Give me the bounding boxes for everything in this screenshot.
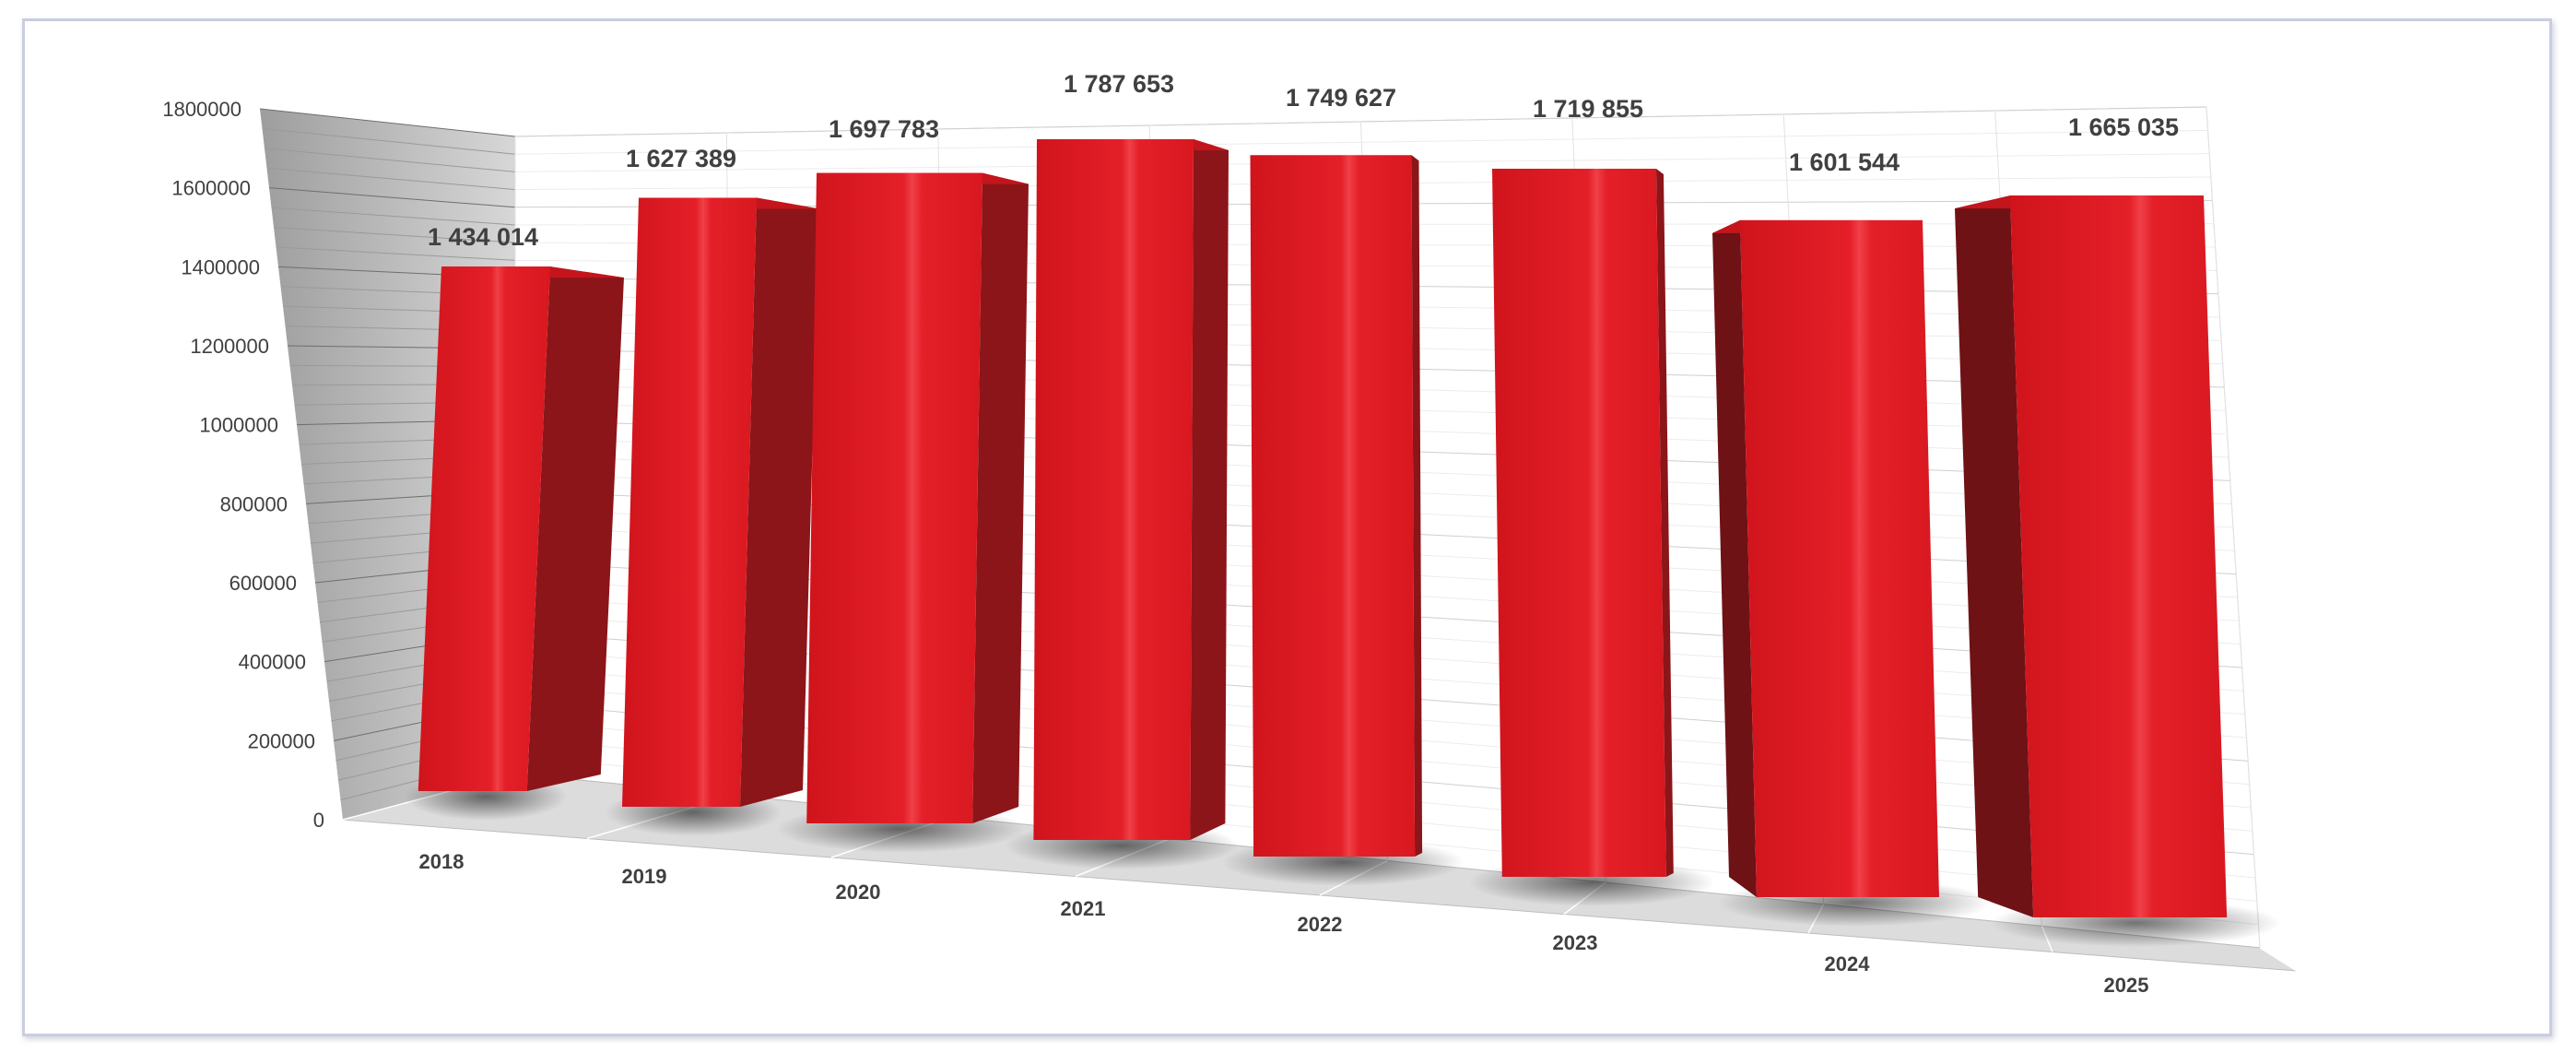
x-tick-label: 2020: [836, 881, 881, 904]
x-tick-label: 2021: [1061, 897, 1106, 920]
bar-2019: [605, 197, 819, 836]
y-tick-label: 1200000: [190, 335, 269, 358]
x-tick-label: 2018: [419, 850, 465, 873]
bar-front: [1492, 168, 1666, 878]
bar-side: [972, 172, 1029, 824]
bar-front: [418, 266, 550, 791]
y-tick-label: 1600000: [171, 177, 251, 200]
x-tick-label: 2019: [622, 865, 667, 888]
wall-gridline: [259, 108, 516, 137]
x-tick-label: 2022: [1298, 913, 1343, 936]
data-label: 1 697 783: [829, 115, 939, 143]
bar-side: [740, 197, 819, 808]
bar-front: [622, 197, 757, 808]
data-label: 1 787 653: [1064, 70, 1174, 98]
data-label: 1 601 544: [1789, 148, 1900, 176]
data-label: 1 719 855: [1533, 95, 1643, 123]
bar-side: [1656, 168, 1674, 878]
y-tick-label: 1000000: [199, 414, 278, 437]
wall-gridline: [276, 246, 516, 261]
bar-side: [1712, 219, 1757, 897]
bar-2024: [1712, 219, 1992, 927]
bar-2018: [404, 266, 624, 821]
data-label: 1 665 035: [2068, 113, 2179, 141]
bar-2025: [1955, 195, 2281, 947]
y-tick-label: 600000: [229, 572, 297, 595]
bar-front: [1250, 155, 1416, 857]
y-tick-label: 1400000: [181, 255, 260, 278]
y-tick-label: 400000: [239, 651, 306, 674]
y-axis-ticks: 0 200000 400000 600000 800000 1000000 1200000 1…: [162, 98, 324, 832]
data-labels: 1 434 014 1 627 389 1 697 783 1 787 653 1 74…: [428, 70, 2179, 251]
wall-gridline: [268, 187, 516, 208]
x-tick-label: 2025: [2104, 974, 2149, 997]
data-label: 1 749 627: [1286, 84, 1396, 112]
wall-gridline: [273, 227, 516, 243]
bar-side: [1411, 155, 1423, 857]
y-tick-label: 200000: [248, 729, 315, 752]
bar-2022: [1221, 155, 1464, 886]
wall-gridline: [271, 207, 516, 226]
wall-gridline: [264, 148, 516, 172]
bar-side: [526, 266, 624, 791]
bar-front: [1033, 139, 1194, 840]
wall-gridline: [262, 127, 516, 155]
x-tick-label: 2024: [1825, 952, 1871, 975]
bars: [404, 139, 2281, 947]
bar-side: [1190, 139, 1229, 840]
wall-gridline: [266, 167, 516, 191]
y-tick-label: 800000: [220, 492, 288, 515]
column-chart-3d: 0 200000 400000 600000 800000 1000000 1200000 1…: [162, 70, 2298, 997]
bar-side: [1955, 195, 2034, 917]
bar-2023: [1468, 168, 1715, 906]
y-tick-label: 0: [313, 809, 324, 832]
x-axis-ticks: 2018 2019 2020 2021 2022 2023 2024 2025: [419, 850, 2149, 997]
chart-frame: 0 200000 400000 600000 800000 1000000 1200000 1…: [22, 18, 2552, 1036]
data-label: 1 434 014: [428, 223, 538, 251]
data-label: 1 627 389: [626, 145, 736, 172]
bar-2021: [1004, 139, 1240, 869]
bar-front: [806, 172, 982, 824]
bar-front: [2010, 195, 2228, 917]
y-tick-label: 1800000: [162, 98, 241, 121]
bar-front: [1740, 219, 1939, 897]
x-tick-label: 2023: [1553, 931, 1598, 954]
back-vgridline: [2205, 106, 2261, 949]
floor-line: [2259, 947, 2298, 972]
bar-2020: [776, 172, 1029, 853]
